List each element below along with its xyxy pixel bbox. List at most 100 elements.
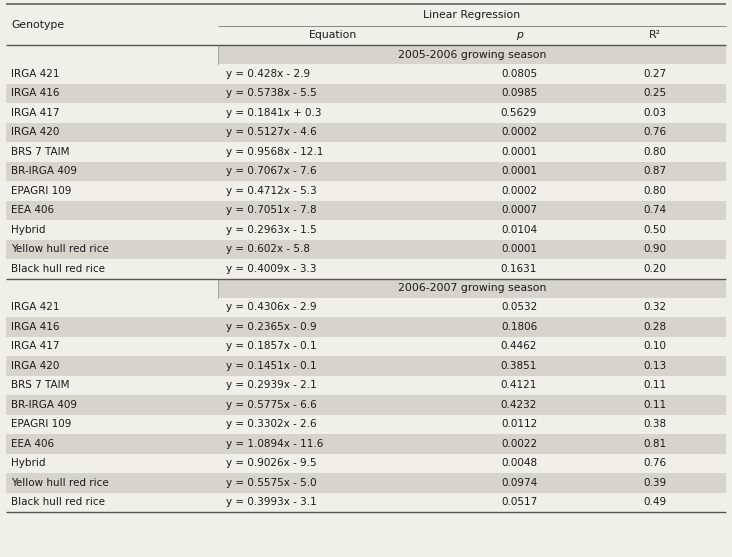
Text: 0.25: 0.25 [643, 88, 667, 98]
Text: Black hull red rice: Black hull red rice [11, 264, 105, 273]
Bar [6, 4, 726, 26]
Text: 0.4121: 0.4121 [501, 380, 537, 390]
Text: y = 0.5738x - 5.5: y = 0.5738x - 5.5 [226, 88, 317, 98]
Text: 0.0805: 0.0805 [501, 69, 537, 79]
Text: y = 0.1841x + 0.3: y = 0.1841x + 0.3 [226, 108, 321, 118]
Text: y = 0.3993x - 3.1: y = 0.3993x - 3.1 [226, 497, 317, 507]
Text: 0.0001: 0.0001 [501, 146, 537, 157]
Text: IRGA 417: IRGA 417 [11, 108, 59, 118]
Text: R²: R² [649, 31, 661, 41]
Bar [6, 434, 726, 453]
Text: 0.11: 0.11 [643, 400, 667, 410]
Bar [6, 240, 726, 259]
Text: Linear Regression: Linear Regression [423, 10, 520, 20]
Text: BR-IRGA 409: BR-IRGA 409 [11, 400, 77, 410]
Text: y = 0.9568x - 12.1: y = 0.9568x - 12.1 [226, 146, 324, 157]
Text: 0.03: 0.03 [643, 108, 667, 118]
Text: 0.11: 0.11 [643, 380, 667, 390]
Text: Hybrid: Hybrid [11, 225, 45, 234]
Text: 0.3851: 0.3851 [501, 361, 537, 371]
Text: Genotype: Genotype [11, 19, 64, 30]
Text: 0.32: 0.32 [643, 302, 667, 312]
Text: 0.4232: 0.4232 [501, 400, 537, 410]
Bar [6, 162, 726, 181]
Text: 0.0104: 0.0104 [501, 225, 537, 234]
Text: Yellow hull red rice: Yellow hull red rice [11, 245, 109, 254]
Text: BRS 7 TAIM: BRS 7 TAIM [11, 146, 70, 157]
Text: 0.0001: 0.0001 [501, 166, 537, 176]
Text: 0.38: 0.38 [643, 419, 667, 429]
Bar [6, 414, 726, 434]
Text: 0.5629: 0.5629 [501, 108, 537, 118]
Bar [6, 45, 218, 64]
Text: 0.0002: 0.0002 [501, 127, 537, 137]
Bar [6, 123, 726, 142]
Text: Hybrid: Hybrid [11, 458, 45, 468]
Text: y = 0.5775x - 6.6: y = 0.5775x - 6.6 [226, 400, 317, 410]
Text: 2006-2007 growing season: 2006-2007 growing season [397, 283, 546, 293]
Text: y = 0.7051x - 7.8: y = 0.7051x - 7.8 [226, 205, 317, 215]
Bar [6, 84, 726, 103]
Text: 0.28: 0.28 [643, 322, 667, 332]
Text: 0.20: 0.20 [643, 264, 667, 273]
Text: 0.0517: 0.0517 [501, 497, 537, 507]
Text: Yellow hull red rice: Yellow hull red rice [11, 478, 109, 488]
Text: IRGA 416: IRGA 416 [11, 322, 59, 332]
Text: 0.0112: 0.0112 [501, 419, 537, 429]
Text: EEA 406: EEA 406 [11, 205, 54, 215]
Text: 0.87: 0.87 [643, 166, 667, 176]
Text: y = 0.2963x - 1.5: y = 0.2963x - 1.5 [226, 225, 317, 234]
Text: y = 0.1451x - 0.1: y = 0.1451x - 0.1 [226, 361, 317, 371]
Bar [6, 181, 726, 201]
Text: EPAGRI 109: EPAGRI 109 [11, 419, 72, 429]
Text: IRGA 416: IRGA 416 [11, 88, 59, 98]
Bar [218, 278, 726, 297]
Text: y = 0.5575x - 5.0: y = 0.5575x - 5.0 [226, 478, 317, 488]
Text: 0.0001: 0.0001 [501, 245, 537, 254]
Text: y = 0.2365x - 0.9: y = 0.2365x - 0.9 [226, 322, 317, 332]
Text: IRGA 420: IRGA 420 [11, 127, 59, 137]
Text: y = 0.5127x - 4.6: y = 0.5127x - 4.6 [226, 127, 317, 137]
Text: EPAGRI 109: EPAGRI 109 [11, 185, 72, 196]
Bar [6, 103, 726, 123]
Bar [6, 473, 726, 492]
Bar [218, 45, 726, 64]
Text: 0.76: 0.76 [643, 127, 667, 137]
Text: 0.0985: 0.0985 [501, 88, 537, 98]
Text: y = 0.4712x - 5.3: y = 0.4712x - 5.3 [226, 185, 317, 196]
Bar [6, 64, 726, 84]
Text: 0.0532: 0.0532 [501, 302, 537, 312]
Bar [6, 201, 726, 220]
Bar [6, 453, 726, 473]
Text: 0.50: 0.50 [643, 225, 667, 234]
Text: 0.39: 0.39 [643, 478, 667, 488]
Text: 0.1806: 0.1806 [501, 322, 537, 332]
Text: y = 0.4306x - 2.9: y = 0.4306x - 2.9 [226, 302, 317, 312]
Bar [6, 142, 726, 162]
Text: 0.80: 0.80 [643, 185, 667, 196]
Bar [6, 220, 726, 240]
Text: 0.0974: 0.0974 [501, 478, 537, 488]
Text: y = 0.602x - 5.8: y = 0.602x - 5.8 [226, 245, 310, 254]
Text: 0.4462: 0.4462 [501, 341, 537, 351]
Text: y = 1.0894x - 11.6: y = 1.0894x - 11.6 [226, 439, 324, 449]
Text: 0.13: 0.13 [643, 361, 667, 371]
Text: BR-IRGA 409: BR-IRGA 409 [11, 166, 77, 176]
Bar [6, 317, 726, 336]
Text: IRGA 421: IRGA 421 [11, 69, 59, 79]
Text: Equation: Equation [309, 31, 357, 41]
Text: Black hull red rice: Black hull red rice [11, 497, 105, 507]
Text: EEA 406: EEA 406 [11, 439, 54, 449]
Text: y = 0.3302x - 2.6: y = 0.3302x - 2.6 [226, 419, 317, 429]
Text: p: p [515, 31, 523, 41]
Bar [6, 356, 726, 375]
Bar [6, 259, 726, 278]
Bar [6, 395, 726, 414]
Text: y = 0.1857x - 0.1: y = 0.1857x - 0.1 [226, 341, 317, 351]
Text: IRGA 420: IRGA 420 [11, 361, 59, 371]
Text: y = 0.7067x - 7.6: y = 0.7067x - 7.6 [226, 166, 317, 176]
Text: y = 0.4009x - 3.3: y = 0.4009x - 3.3 [226, 264, 316, 273]
Text: 0.27: 0.27 [643, 69, 667, 79]
Text: y = 0.9026x - 9.5: y = 0.9026x - 9.5 [226, 458, 317, 468]
Text: y = 0.2939x - 2.1: y = 0.2939x - 2.1 [226, 380, 317, 390]
